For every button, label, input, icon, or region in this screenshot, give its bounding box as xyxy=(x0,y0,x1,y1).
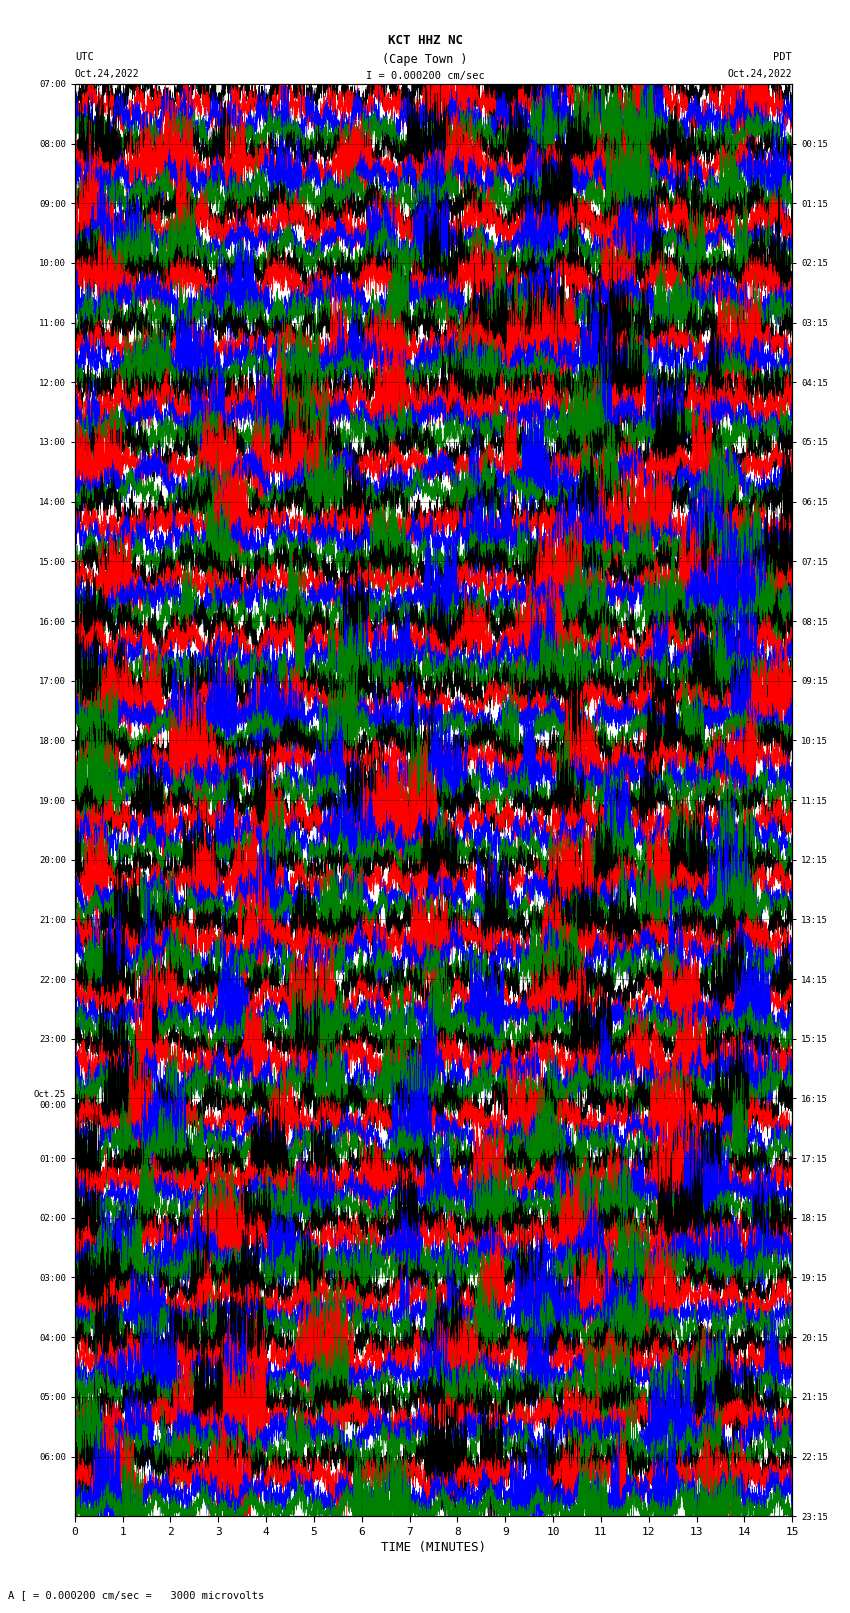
Text: UTC: UTC xyxy=(75,52,94,61)
Text: KCT HHZ NC: KCT HHZ NC xyxy=(388,34,462,47)
Text: A [ = 0.000200 cm/sec =   3000 microvolts: A [ = 0.000200 cm/sec = 3000 microvolts xyxy=(8,1590,264,1600)
X-axis label: TIME (MINUTES): TIME (MINUTES) xyxy=(381,1540,486,1553)
Text: Oct.24,2022: Oct.24,2022 xyxy=(75,69,139,79)
Text: I = 0.000200 cm/sec: I = 0.000200 cm/sec xyxy=(366,71,484,81)
Text: PDT: PDT xyxy=(774,52,792,61)
Text: (Cape Town ): (Cape Town ) xyxy=(382,53,468,66)
Text: Oct.24,2022: Oct.24,2022 xyxy=(728,69,792,79)
